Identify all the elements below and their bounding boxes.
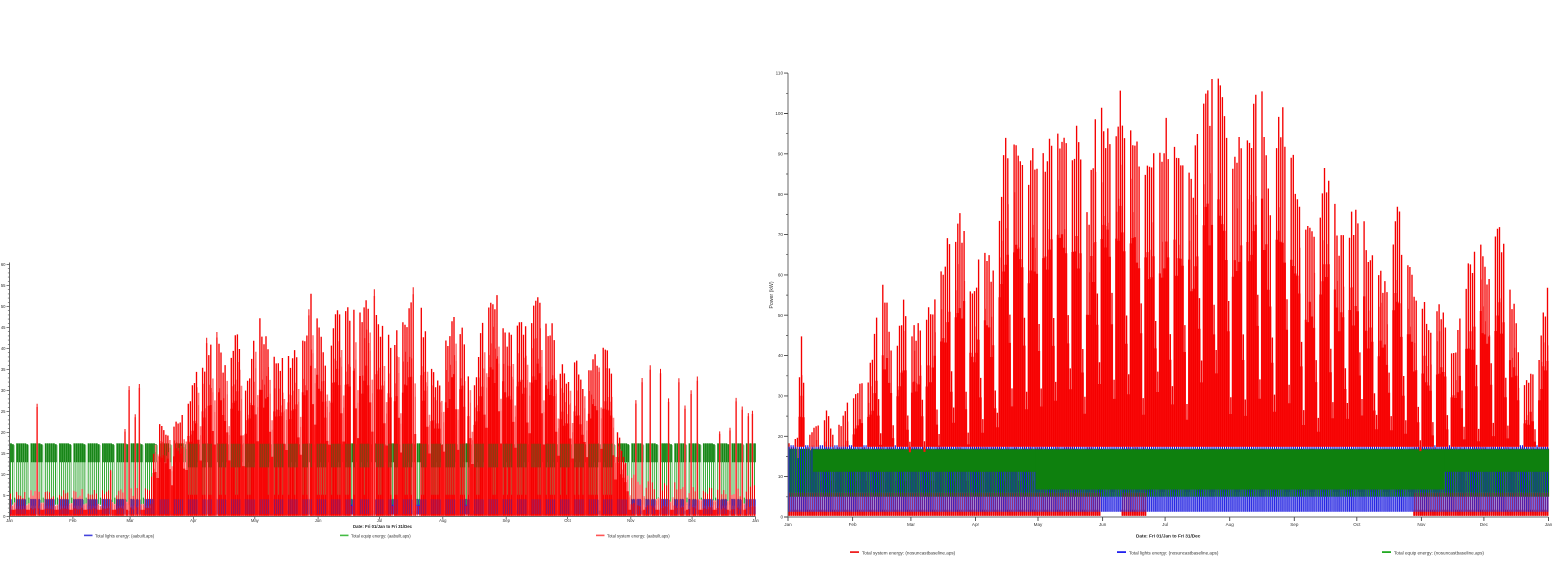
svg-text:25: 25 [1, 409, 6, 414]
svg-text:May: May [251, 518, 260, 523]
svg-text:70: 70 [778, 232, 784, 237]
svg-text:Jul: Jul [377, 518, 382, 523]
svg-text:Total system energy: (aabuilt: Total system energy: (aabuilt.aps) [607, 533, 670, 538]
svg-text:Oct: Oct [1353, 522, 1361, 527]
svg-text:50: 50 [778, 313, 784, 318]
svg-text:Date: Fri 01/Jan to Fri 31/Dec: Date: Fri 01/Jan to Fri 31/Dec [1136, 534, 1201, 539]
svg-text:Oct: Oct [564, 518, 571, 523]
svg-text:Jun: Jun [315, 518, 322, 523]
svg-text:Power (kW): Power (kW) [769, 281, 775, 308]
svg-text:40: 40 [1, 346, 6, 351]
svg-text:Dec: Dec [688, 518, 695, 523]
svg-text:Total equip energy: (aabuilt.: Total equip energy: (aabuilt.aps) [351, 533, 411, 538]
svg-text:55: 55 [1, 283, 6, 288]
svg-text:60: 60 [778, 273, 784, 278]
svg-text:30: 30 [778, 394, 784, 399]
svg-text:Feb: Feb [849, 522, 857, 527]
svg-text:30: 30 [1, 388, 6, 393]
svg-text:80: 80 [778, 192, 784, 197]
svg-text:Apr: Apr [972, 522, 980, 527]
svg-text:Aug: Aug [439, 518, 447, 523]
svg-text:Nov: Nov [627, 518, 635, 523]
svg-text:35: 35 [1, 367, 6, 372]
svg-text:Jan: Jan [752, 518, 759, 523]
svg-text:Total lights energy: (aabuilt: Total lights energy: (aabuilt.aps) [95, 533, 155, 538]
svg-text:Sep: Sep [1290, 522, 1299, 527]
svg-text:Sep: Sep [502, 518, 510, 523]
svg-text:Dec: Dec [1480, 522, 1489, 527]
svg-text:Mar: Mar [126, 518, 134, 523]
svg-text:Feb: Feb [69, 518, 77, 523]
svg-text:110: 110 [776, 71, 784, 76]
svg-text:Jan: Jan [1545, 522, 1553, 527]
svg-text:10: 10 [1, 472, 6, 477]
svg-text:40: 40 [778, 353, 784, 358]
svg-text:Jan: Jan [6, 518, 13, 523]
svg-text:15: 15 [1, 451, 6, 456]
svg-text:Jan: Jan [784, 522, 792, 527]
svg-text:0: 0 [780, 515, 783, 520]
svg-text:Total system energy: (nosunca: Total system energy: (nosuncastbaseline.… [862, 550, 956, 555]
svg-text:Nov: Nov [1417, 522, 1426, 527]
svg-text:Apr: Apr [190, 518, 197, 523]
svg-text:50: 50 [1, 304, 6, 309]
svg-text:60: 60 [1, 262, 6, 267]
svg-text:100: 100 [775, 111, 783, 116]
svg-text:10: 10 [778, 474, 784, 479]
svg-text:Mar: Mar [907, 522, 915, 527]
svg-text:Total lights energy: (nosunca: Total lights energy: (nosuncastbaseline.… [1129, 550, 1219, 555]
svg-text:0: 0 [3, 514, 6, 519]
svg-text:Date: Fri 01/Jan to Fri 31/Dec: Date: Fri 01/Jan to Fri 31/Dec [353, 524, 413, 529]
svg-text:Total equip energy: (nosuncas: Total equip energy: (nosuncastbaseline.a… [1394, 550, 1484, 555]
svg-text:20: 20 [778, 434, 784, 439]
svg-text:Jul: Jul [1162, 522, 1168, 527]
svg-text:20: 20 [1, 430, 6, 435]
svg-text:May: May [1034, 522, 1043, 527]
svg-text:5: 5 [3, 493, 6, 498]
svg-text:90: 90 [778, 151, 784, 156]
svg-text:Jun: Jun [1099, 522, 1107, 527]
svg-text:45: 45 [1, 325, 6, 330]
svg-text:Aug: Aug [1226, 522, 1235, 527]
